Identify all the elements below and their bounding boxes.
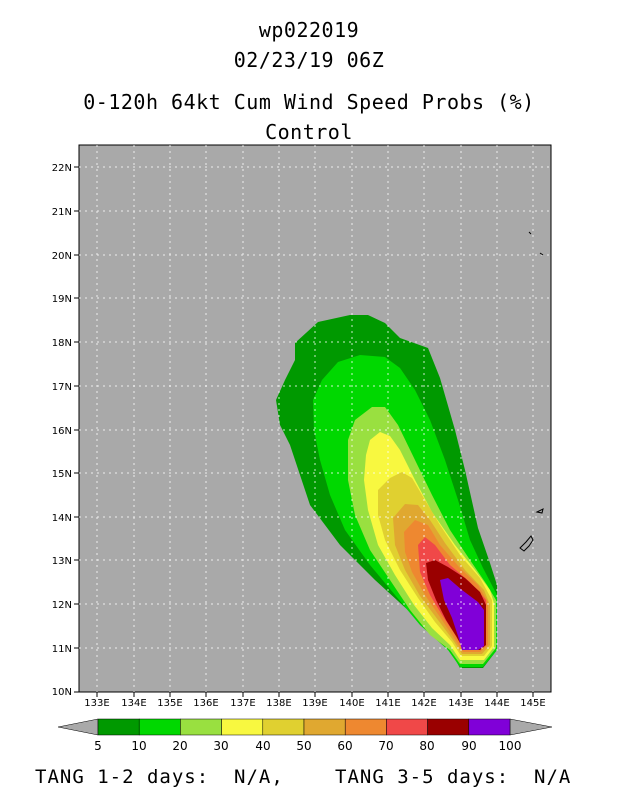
legend-label: 20 (172, 739, 187, 753)
lat-label: 12N (52, 600, 72, 611)
lat-label: 14N (52, 513, 72, 524)
lon-label: 134E (121, 698, 146, 709)
tang-1-2-days: TANG 1-2 days: N/A, (35, 766, 284, 788)
rota-island-outline (535, 508, 544, 514)
legend-left-arrow (57, 718, 99, 736)
islet-outline (539, 252, 544, 256)
lon-label: 142E (411, 698, 436, 709)
legend-label: 70 (378, 739, 393, 753)
legend-color-box (468, 718, 511, 736)
legend-color-box (262, 718, 305, 736)
storm-id: wp022019 (258, 18, 360, 42)
guam-island-outline (519, 535, 534, 552)
legend-boxes (97, 718, 511, 736)
legend-label: 80 (419, 739, 434, 753)
lat-label: 17N (52, 382, 72, 393)
legend-label: 50 (296, 739, 311, 753)
lon-label: 136E (193, 698, 218, 709)
color-legend: 5 10 20 30 40 50 60 70 80 90 100 (57, 718, 553, 753)
map-gridlines (79, 145, 551, 692)
probability-map: 133E 134E 135E 136E 137E 138E 139E 140E … (52, 144, 553, 753)
legend-label: 10 (131, 739, 146, 753)
legend-color-box (303, 718, 346, 736)
probability-contours (276, 315, 497, 668)
legend-label: 90 (461, 739, 476, 753)
member-title: Control (265, 120, 353, 144)
lat-label: 19N (52, 294, 72, 305)
coastlines (519, 231, 544, 552)
legend-label: 60 (337, 739, 352, 753)
lat-label: 20N (52, 251, 72, 262)
lon-label: 145E (520, 698, 545, 709)
legend-color-box (386, 718, 428, 736)
legend-color-box (344, 718, 387, 736)
lat-label: 16N (52, 426, 72, 437)
lon-label: 135E (157, 698, 182, 709)
legend-labels: 5 10 20 30 40 50 60 70 80 90 100 (94, 739, 521, 753)
lon-label: 133E (84, 698, 109, 709)
lon-label: 138E (266, 698, 291, 709)
legend-color-box (427, 718, 470, 736)
lat-labels: 10N 11N 12N 13N 14N 15N 16N 17N 18N 19N … (52, 163, 72, 698)
lat-label: 10N (52, 687, 72, 698)
lon-labels: 133E 134E 135E 136E 137E 138E 139E 140E … (84, 698, 545, 709)
contour-90 (440, 578, 484, 650)
lon-ticks (96, 692, 534, 697)
lon-label: 141E (375, 698, 400, 709)
forecast-datetime: 02/23/19 06Z (233, 48, 385, 72)
lat-ticks (74, 166, 79, 693)
lat-label: 11N (52, 644, 72, 655)
lat-label: 18N (52, 338, 72, 349)
lon-label: 143E (448, 698, 473, 709)
legend-label: 30 (213, 739, 228, 753)
lat-label: 21N (52, 207, 72, 218)
legend-right-arrow (509, 718, 553, 736)
legend-color-box (138, 718, 181, 736)
lat-label: 22N (52, 163, 72, 174)
lon-label: 140E (339, 698, 364, 709)
legend-label: 5 (94, 739, 102, 753)
lon-label: 137E (230, 698, 255, 709)
legend-label: 100 (499, 739, 522, 753)
legend-color-box (180, 718, 222, 736)
legend-label: 40 (255, 739, 270, 753)
product-title: 0-120h 64kt Cum Wind Speed Probs (%) (83, 90, 535, 114)
lat-label: 13N (52, 556, 72, 567)
lat-label: 15N (52, 469, 72, 480)
legend-color-box (221, 718, 264, 736)
lon-label: 139E (302, 698, 327, 709)
islet-outline (528, 231, 532, 235)
legend-color-box (97, 718, 140, 736)
lon-label: 144E (484, 698, 509, 709)
tang-3-5-days: TANG 3-5 days: N/A (335, 766, 572, 788)
